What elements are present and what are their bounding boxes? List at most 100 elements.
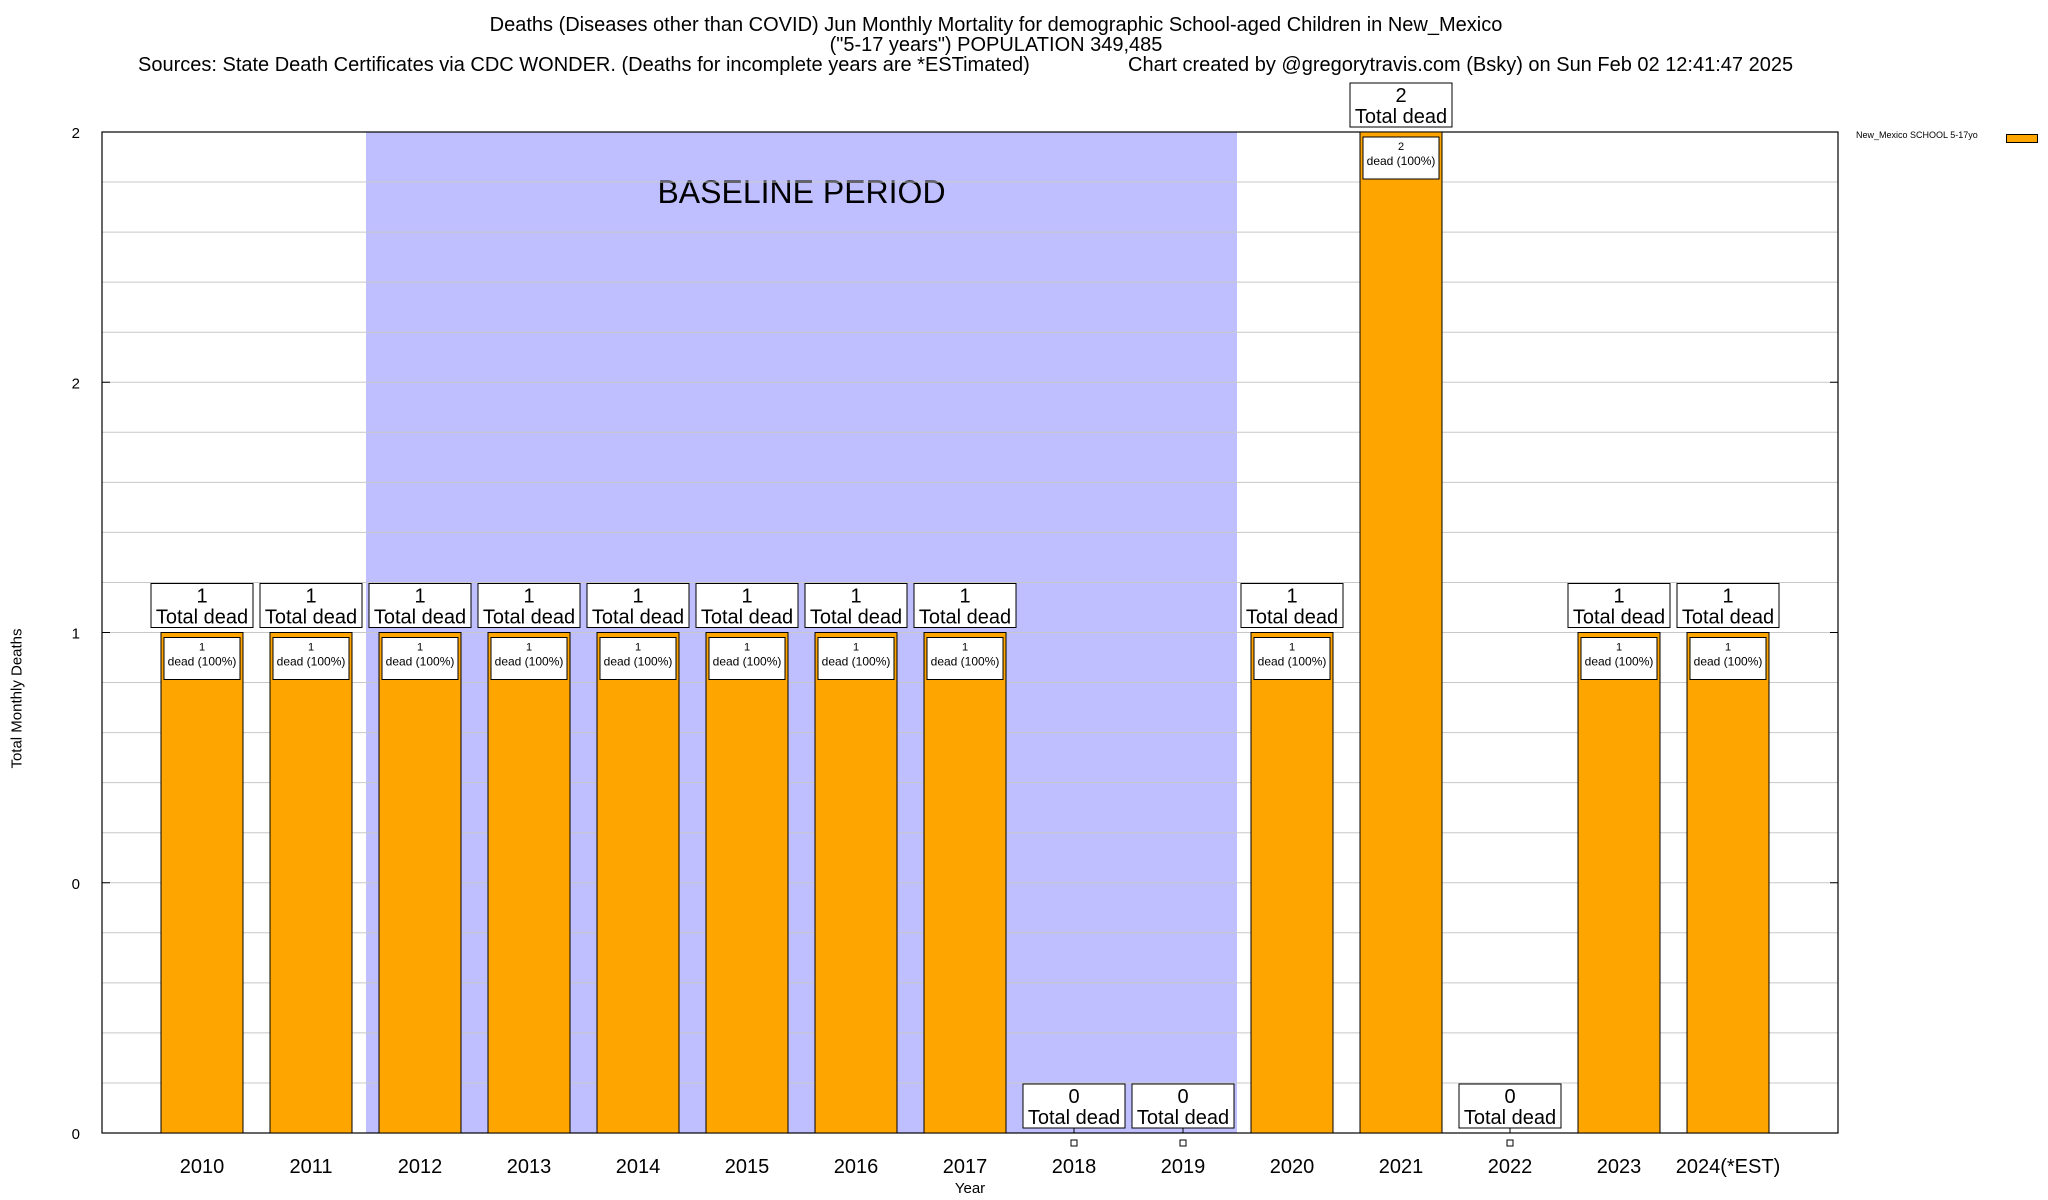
inner-label-box-2017 <box>926 637 1004 680</box>
total-label-count-2019: 0 <box>1177 1086 1188 1108</box>
total-label-text-2013: Total dead <box>483 607 575 629</box>
total-label-box-2010 <box>150 583 254 628</box>
total-label-count-2010: 1 <box>196 586 207 608</box>
total-label-text-2010: Total dead <box>156 607 248 629</box>
inner-label-count-2024(*EST): 1 <box>1725 642 1731 654</box>
x-tick-label-2013: 2013 <box>507 1156 552 1178</box>
inner-label-count-2021: 2 <box>1398 141 1404 153</box>
x-axis-label: Year <box>954 1180 986 1197</box>
x-tick-label-2022: 2022 <box>1488 1156 1533 1178</box>
inner-label-box-2010 <box>163 637 241 680</box>
inner-label-box-2020 <box>1253 637 1331 680</box>
total-label-box-2019 <box>1131 1083 1235 1129</box>
inner-label-text-2024(*EST): dead (100%) <box>1694 655 1763 669</box>
x-tick-label-2011: 2011 <box>289 1156 332 1178</box>
chart-credit: Chart created by @gregorytravis.com (Bsk… <box>1128 54 1794 76</box>
bar-2020 <box>1250 632 1334 1134</box>
total-label-count-2014: 1 <box>632 586 643 608</box>
chart-title: Deaths (Diseases other than COVID) Jun M… <box>489 14 1503 36</box>
total-label-count-2012: 1 <box>414 586 425 608</box>
total-label-box-2016 <box>804 583 908 628</box>
sources-note: Sources: State Death Certificates via CD… <box>138 54 1030 76</box>
zero-marker-2018 <box>1070 1139 1078 1147</box>
chart-subtitle: ("5-17 years") POPULATION 349,485 <box>829 34 1163 56</box>
inner-label-count-2015: 1 <box>744 642 750 654</box>
x-tick-label-2012: 2012 <box>398 1156 443 1178</box>
total-label-count-2018: 0 <box>1068 1086 1079 1108</box>
inner-label-box-2024(*EST) <box>1689 637 1767 680</box>
legend-entry: New_Mexico SCHOOL 5-17yo <box>1856 130 1978 140</box>
total-label-text-2015: Total dead <box>701 607 793 629</box>
inner-label-text-2023: dead (100%) <box>1585 655 1654 669</box>
bar-2021 <box>1359 131 1443 1134</box>
legend-swatch <box>2006 134 2038 143</box>
bar-2011 <box>269 632 353 1134</box>
x-tick-label-2010: 2010 <box>180 1156 225 1178</box>
inner-label-count-2010: 1 <box>199 642 205 654</box>
inner-label-count-2011: 1 <box>308 642 314 654</box>
total-label-count-2020: 1 <box>1286 586 1297 608</box>
x-tick-label-2017: 2017 <box>943 1156 988 1178</box>
inner-label-count-2023: 1 <box>1616 642 1622 654</box>
inner-label-text-2011: dead (100%) <box>277 655 346 669</box>
total-label-text-2011: Total dead <box>265 607 357 629</box>
total-label-box-2023 <box>1567 583 1671 628</box>
total-label-count-2021: 2 <box>1395 85 1406 107</box>
inner-label-text-2012: dead (100%) <box>386 655 455 669</box>
total-label-text-2024(*EST): Total dead <box>1682 607 1774 629</box>
total-label-count-2011: 1 <box>305 586 316 608</box>
inner-label-text-2020: dead (100%) <box>1258 655 1327 669</box>
total-label-count-2016: 1 <box>850 586 861 608</box>
total-label-text-2022: Total dead <box>1464 1107 1556 1129</box>
y-tick-label: 1 <box>72 626 80 643</box>
total-label-box-2011 <box>259 583 363 628</box>
bar-2024(*EST) <box>1686 632 1770 1134</box>
inner-label-box-2011 <box>272 637 350 680</box>
inner-label-box-2023 <box>1580 637 1658 680</box>
bar-2010 <box>160 632 244 1134</box>
y-tick-label: 0 <box>72 1126 80 1143</box>
total-label-text-2020: Total dead <box>1246 607 1338 629</box>
inner-label-text-2010: dead (100%) <box>168 655 237 669</box>
total-label-text-2016: Total dead <box>810 607 902 629</box>
x-tick-label-2014: 2014 <box>616 1156 661 1178</box>
inner-label-box-2013 <box>490 637 568 680</box>
total-label-text-2021: Total dead <box>1355 106 1447 128</box>
bar-2015 <box>705 632 789 1134</box>
total-label-count-2023: 1 <box>1613 586 1624 608</box>
inner-label-text-2013: dead (100%) <box>495 655 564 669</box>
x-tick-label-2016: 2016 <box>834 1156 879 1178</box>
inner-label-count-2012: 1 <box>417 642 423 654</box>
total-label-count-2015: 1 <box>741 586 752 608</box>
total-label-text-2017: Total dead <box>919 607 1011 629</box>
bar-2014 <box>596 632 680 1134</box>
total-label-box-2018 <box>1022 1083 1126 1129</box>
bar-2016 <box>814 632 898 1134</box>
inner-label-text-2021: dead (100%) <box>1367 154 1436 168</box>
inner-label-count-2020: 1 <box>1289 642 1295 654</box>
total-label-box-2017 <box>913 583 1017 628</box>
inner-label-box-2015 <box>708 637 786 680</box>
y-tick-label: 0 <box>72 876 80 893</box>
inner-label-count-2016: 1 <box>853 642 859 654</box>
total-label-count-2022: 0 <box>1504 1086 1515 1108</box>
total-label-text-2018: Total dead <box>1028 1107 1120 1129</box>
y-tick-label: 2 <box>72 375 80 392</box>
inner-label-box-2016 <box>817 637 895 680</box>
inner-label-text-2015: dead (100%) <box>713 655 782 669</box>
total-label-box-2020 <box>1240 583 1344 628</box>
total-label-text-2019: Total dead <box>1137 1107 1229 1129</box>
inner-label-text-2016: dead (100%) <box>822 655 891 669</box>
x-tick-label-2021: 2021 <box>1379 1156 1424 1178</box>
total-label-box-2022 <box>1458 1083 1562 1129</box>
x-tick-label-2024(*EST): 2024(*EST) <box>1676 1156 1781 1178</box>
total-label-count-2024(*EST): 1 <box>1722 586 1733 608</box>
inner-label-count-2013: 1 <box>526 642 532 654</box>
y-tick-label: 2 <box>72 125 80 142</box>
total-label-box-2021 <box>1349 82 1453 128</box>
total-label-box-2024(*EST) <box>1676 583 1780 628</box>
inner-label-count-2014: 1 <box>635 642 641 654</box>
inner-label-box-2021 <box>1362 136 1440 180</box>
bar-2012 <box>378 632 462 1134</box>
